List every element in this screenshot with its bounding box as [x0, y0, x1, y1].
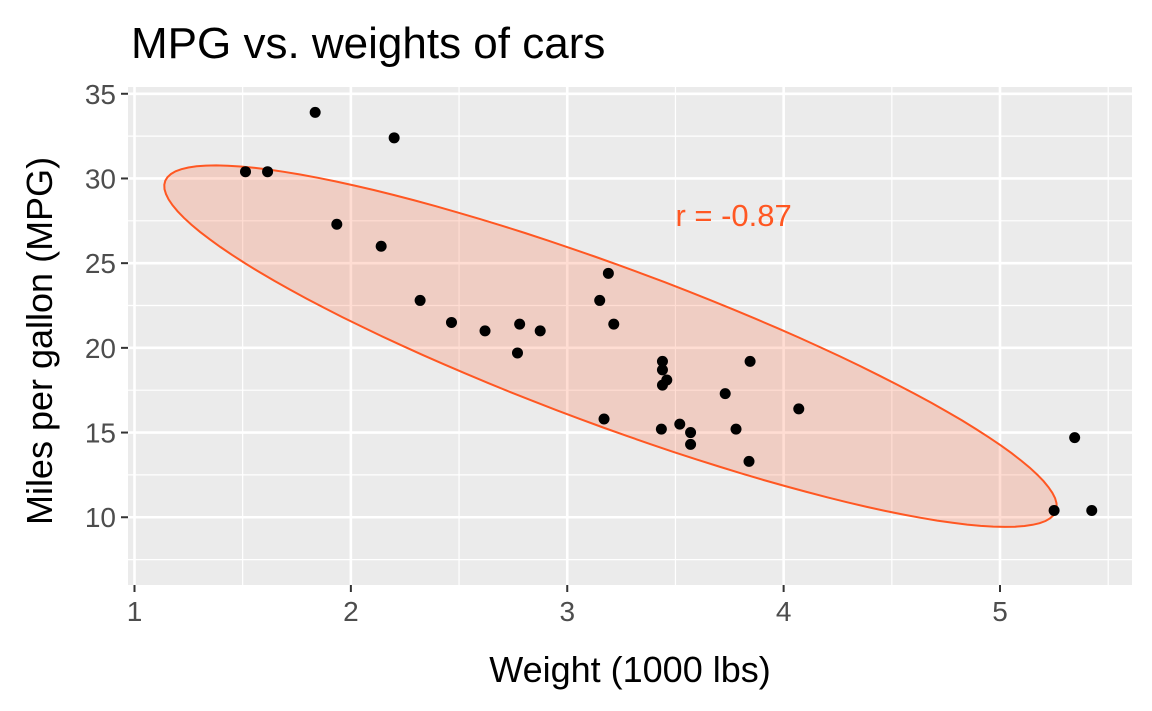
data-point [656, 364, 668, 376]
data-point [331, 218, 343, 230]
y-tick-label: 15 [85, 418, 116, 449]
y-tick-label: 35 [85, 79, 116, 110]
data-point [1069, 432, 1081, 444]
data-point [479, 325, 491, 337]
correlation-annotation: r = -0.87 [675, 198, 791, 233]
chart-title: MPG vs. weights of cars [131, 19, 605, 68]
data-point [730, 423, 742, 435]
data-point [744, 355, 756, 367]
confidence-ellipse [163, 164, 1058, 528]
data-point [656, 355, 668, 367]
data-point [743, 455, 755, 467]
data-point [598, 413, 610, 425]
y-axis-label: Miles per gallon (MPG) [19, 157, 60, 525]
data-point [239, 166, 251, 178]
y-tick-label: 25 [85, 248, 116, 279]
data-point [262, 166, 274, 178]
data-point [511, 347, 523, 359]
grid-lines [128, 87, 1132, 585]
axes: 1 2 3 4 5 10 15 20 25 30 35 [85, 79, 1008, 627]
data-point [674, 418, 686, 430]
data-point [388, 132, 400, 144]
data-point [594, 294, 606, 306]
panel-background [128, 87, 1132, 585]
x-axis-label: Weight (1000 lbs) [489, 649, 770, 690]
x-tick-label: 2 [343, 596, 359, 627]
y-tick-label: 10 [85, 502, 116, 533]
data-points [239, 106, 1098, 516]
data-point [685, 427, 697, 439]
data-point [719, 388, 731, 400]
plot-panel [128, 87, 1132, 585]
y-tick-label: 30 [85, 163, 116, 194]
data-point [309, 106, 321, 118]
x-tick-label: 4 [776, 596, 792, 627]
data-point [534, 325, 546, 337]
x-tick-label: 1 [127, 596, 143, 627]
data-point [793, 403, 805, 415]
x-tick-label: 5 [992, 596, 1008, 627]
data-point [661, 374, 673, 386]
data-point [414, 294, 426, 306]
data-point [1086, 504, 1098, 516]
ellipse-shape [163, 164, 1058, 528]
data-point [514, 318, 526, 330]
data-point [375, 240, 387, 252]
x-tick-label: 3 [559, 596, 575, 627]
data-point [602, 267, 614, 279]
data-point [445, 316, 457, 328]
data-point [608, 318, 620, 330]
data-point [685, 438, 697, 450]
y-tick-label: 20 [85, 333, 116, 364]
data-point [1048, 504, 1060, 516]
data-point [655, 423, 667, 435]
